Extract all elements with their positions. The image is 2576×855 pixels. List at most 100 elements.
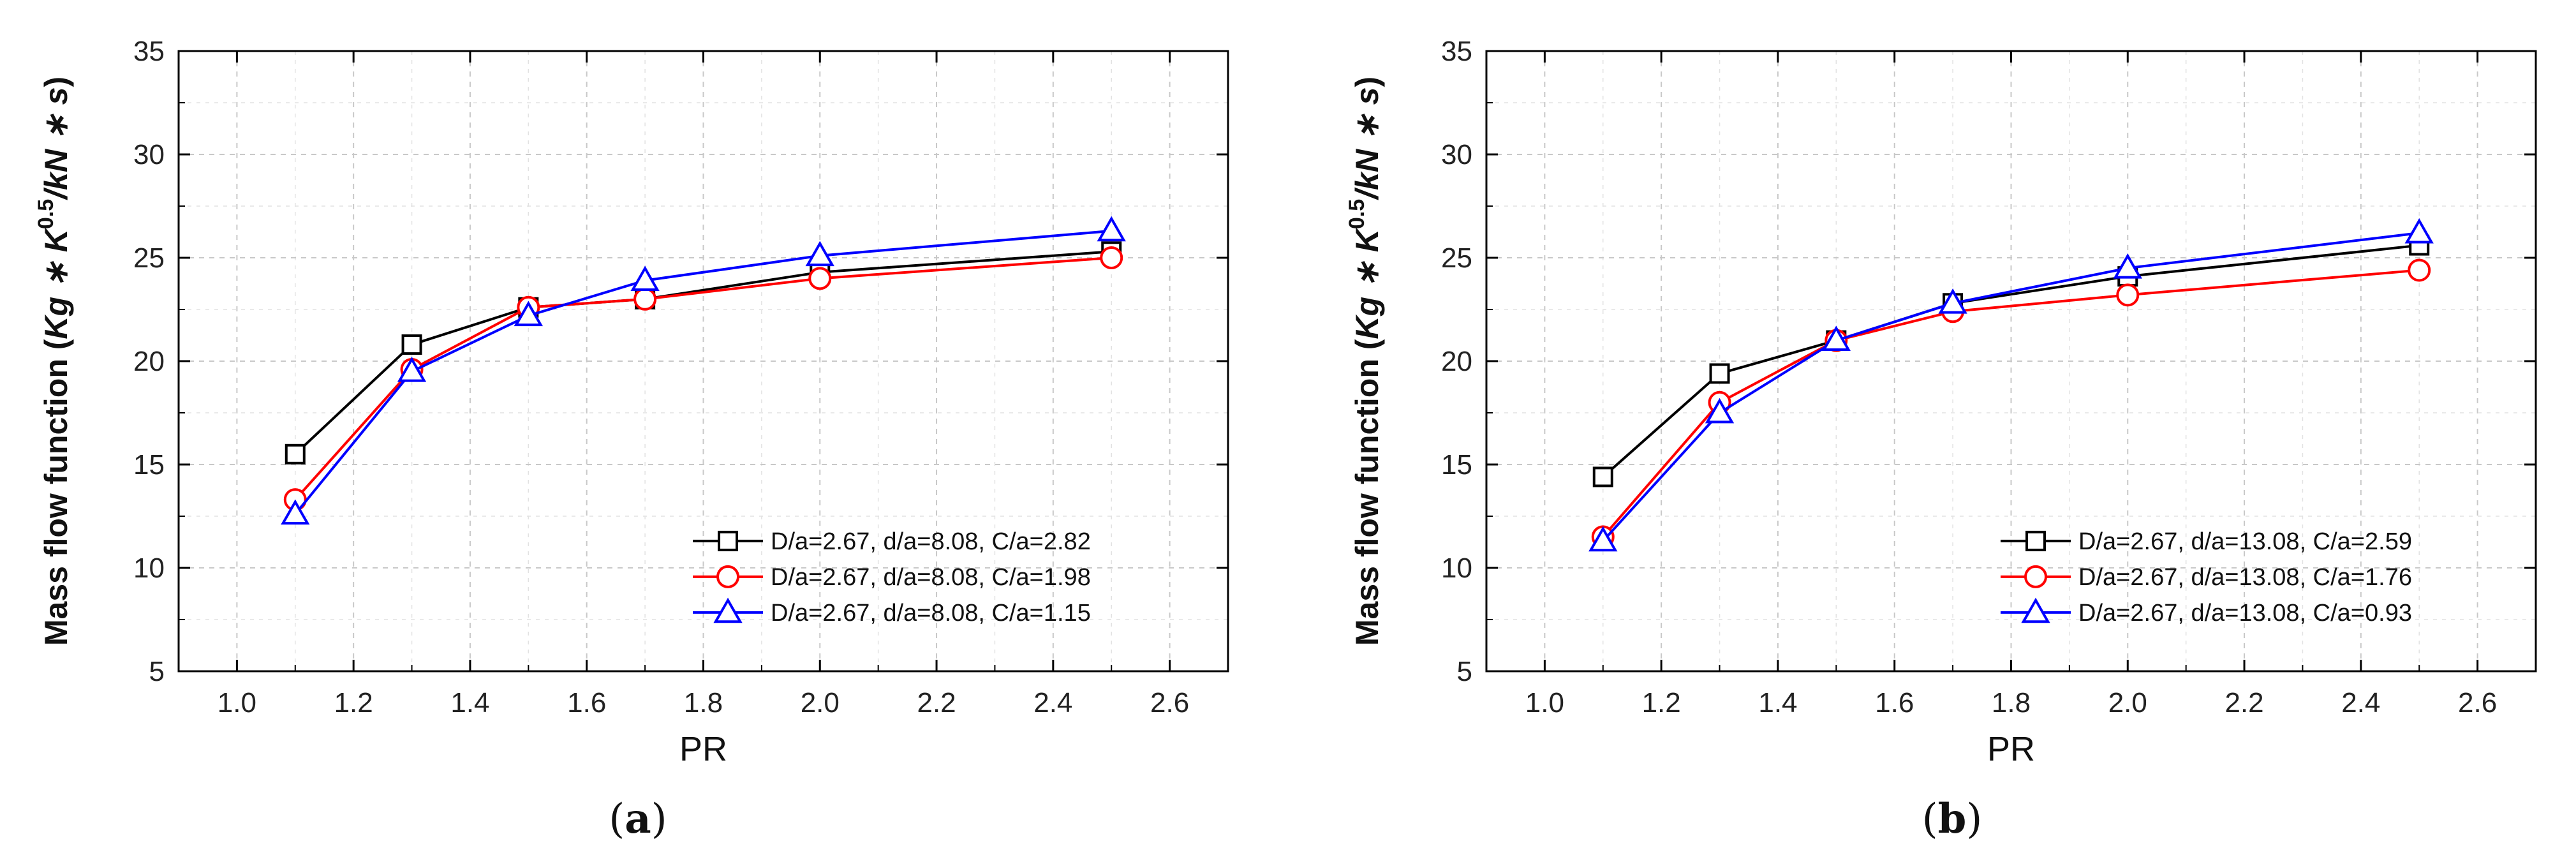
- y-axis-label-k1: Kg: [1349, 297, 1385, 339]
- series-triangle: [281, 216, 1126, 525]
- x-tick-label: 1.6: [1875, 687, 1914, 718]
- x-tick-label: 2.4: [1033, 687, 1072, 718]
- data-point-triangle: [1821, 325, 1851, 351]
- legend-label: D/a=2.67, d/a=8.08, C/a=1.15: [771, 600, 1091, 627]
- data-point-triangle: [2404, 218, 2434, 244]
- x-tick-label: 2.2: [917, 687, 956, 718]
- x-tick-label: 1.4: [1758, 687, 1797, 718]
- caption-letter: b: [1938, 795, 1967, 843]
- caption-open: (: [609, 796, 625, 843]
- legend-marker-square: [2025, 530, 2047, 551]
- chart-panel-b: 1.0 1.2 1.4 1.6 1.8 2.0 2.2 2.4 2.6 5 10 15 20 25 30 35…: [1345, 36, 2537, 843]
- x-tick-label: 2.6: [1150, 687, 1189, 718]
- legend-marker-triangle: [713, 597, 743, 623]
- y-tick-label: 15: [133, 449, 165, 480]
- legend-marker-square: [718, 530, 739, 551]
- data-point-triangle: [514, 301, 543, 327]
- y-axis-label-k2: K: [38, 227, 74, 252]
- data-point-triangle: [2113, 253, 2142, 279]
- y-axis-label-slash: /: [1349, 187, 1385, 200]
- data-point-square: [1592, 466, 1613, 487]
- y-axis-label-slash: /: [38, 187, 74, 200]
- legend-marker-circle: [716, 565, 740, 588]
- y-tick-label: 35: [1441, 36, 1472, 67]
- y-tick-label: 20: [133, 346, 165, 377]
- x-axis-label: PR: [679, 730, 727, 768]
- y-axis-label-suffix: ): [1349, 77, 1385, 87]
- data-point-square: [1709, 363, 1730, 384]
- chart-panel-a: 1.0 1.2 1.4 1.6 1.8 2.0 2.2 2.4 2.6 5 10 15 20 25 30 35…: [34, 36, 1229, 843]
- y-axis-label-k3: kN: [38, 149, 74, 190]
- y-axis-label-op1: ∗: [1349, 252, 1385, 297]
- legend-label: D/a=2.67, d/a=8.08, C/a=1.98: [771, 564, 1091, 591]
- panel-caption: (a): [609, 795, 667, 843]
- y-axis-label-k3: kN: [1349, 149, 1385, 190]
- y-axis-label-op1: ∗: [38, 252, 74, 297]
- series-line: [1602, 232, 2420, 542]
- data-point-square: [285, 443, 306, 465]
- y-tick-label: 25: [133, 242, 165, 274]
- y-axis-label-k4: s: [1349, 87, 1385, 105]
- legend-label: D/a=2.67, d/a=13.08, C/a=1.76: [2078, 564, 2412, 591]
- data-point-triangle: [1938, 288, 1967, 314]
- data-point-circle: [2116, 283, 2140, 307]
- y-tick-label: 5: [149, 656, 165, 687]
- y-axis-label-op2: ∗: [38, 105, 74, 149]
- data-point-triangle: [1588, 526, 1618, 552]
- y-axis-label-prefix: Mass flow function (: [38, 339, 74, 646]
- data-point-triangle: [281, 499, 310, 525]
- x-tick-label: 2.0: [2108, 687, 2147, 718]
- data-point-circle: [808, 267, 832, 290]
- x-tick-label: 2.4: [2341, 687, 2380, 718]
- y-axis-label-suffix: ): [38, 77, 74, 87]
- caption-open: (: [1922, 796, 1938, 843]
- y-axis-label: Mass flow function (Kg ∗ K0.5/kN ∗ s): [1345, 77, 1385, 646]
- y-tick-label: 30: [133, 139, 165, 170]
- y-tick-label: 20: [1441, 346, 1472, 377]
- series-line: [294, 229, 1112, 516]
- legend: D/a=2.67, d/a=13.08, C/a=2.59 D/a=2.67, d…: [2001, 528, 2412, 627]
- y-axis-label: Mass flow function (Kg ∗ K0.5/kN ∗ s): [34, 77, 74, 646]
- data-point-circle: [633, 287, 657, 311]
- y-tick-label: 30: [1441, 139, 1472, 170]
- y-tick-label: 35: [133, 36, 165, 67]
- series-triangle: [1588, 218, 2434, 552]
- caption-letter: a: [625, 795, 651, 843]
- legend-label: D/a=2.67, d/a=13.08, C/a=0.93: [2078, 600, 2412, 627]
- x-tick-label: 2.6: [2458, 687, 2497, 718]
- data-point-square: [401, 334, 422, 355]
- y-axis-label-exp: 0.5: [1345, 199, 1369, 229]
- legend-label: D/a=2.67, d/a=13.08, C/a=2.59: [2078, 528, 2412, 555]
- y-axis-label-k1: Kg: [38, 297, 74, 339]
- data-point-triangle: [805, 241, 834, 267]
- series-line: [1602, 269, 2420, 538]
- caption-close: ): [1966, 796, 1982, 843]
- x-tick-label: 2.0: [801, 687, 840, 718]
- x-tick-label: 1.0: [1525, 687, 1564, 718]
- y-axis-label-exp: 0.5: [34, 199, 58, 229]
- y-axis-label-prefix: Mass flow function (: [1349, 339, 1385, 646]
- y-tick-label: 25: [1441, 242, 1472, 274]
- y-axis-label-k4: s: [38, 87, 74, 105]
- legend-label: D/a=2.67, d/a=8.08, C/a=2.82: [771, 528, 1091, 555]
- data-point-triangle: [1705, 398, 1735, 424]
- data-point-triangle: [630, 265, 660, 292]
- x-tick-label: 1.2: [1642, 687, 1681, 718]
- data-point-triangle: [1097, 216, 1126, 242]
- legend-marker-triangle: [2021, 597, 2050, 623]
- x-tick-label: 1.6: [567, 687, 606, 718]
- y-tick-label: 10: [133, 553, 165, 584]
- caption-close: ): [651, 796, 667, 843]
- x-tick-label: 1.4: [450, 687, 489, 718]
- x-tick-label: 1.8: [684, 687, 723, 718]
- data-point-circle: [1100, 246, 1123, 269]
- x-tick-label: 1.0: [218, 687, 256, 718]
- y-tick-label: 15: [1441, 449, 1472, 480]
- legend-marker-circle: [2024, 565, 2048, 588]
- data-point-circle: [2408, 258, 2431, 282]
- y-tick-label: 5: [1457, 656, 1472, 687]
- series-line: [294, 256, 1112, 501]
- x-tick-label: 1.8: [1992, 687, 2031, 718]
- y-tick-label: 10: [1441, 553, 1472, 584]
